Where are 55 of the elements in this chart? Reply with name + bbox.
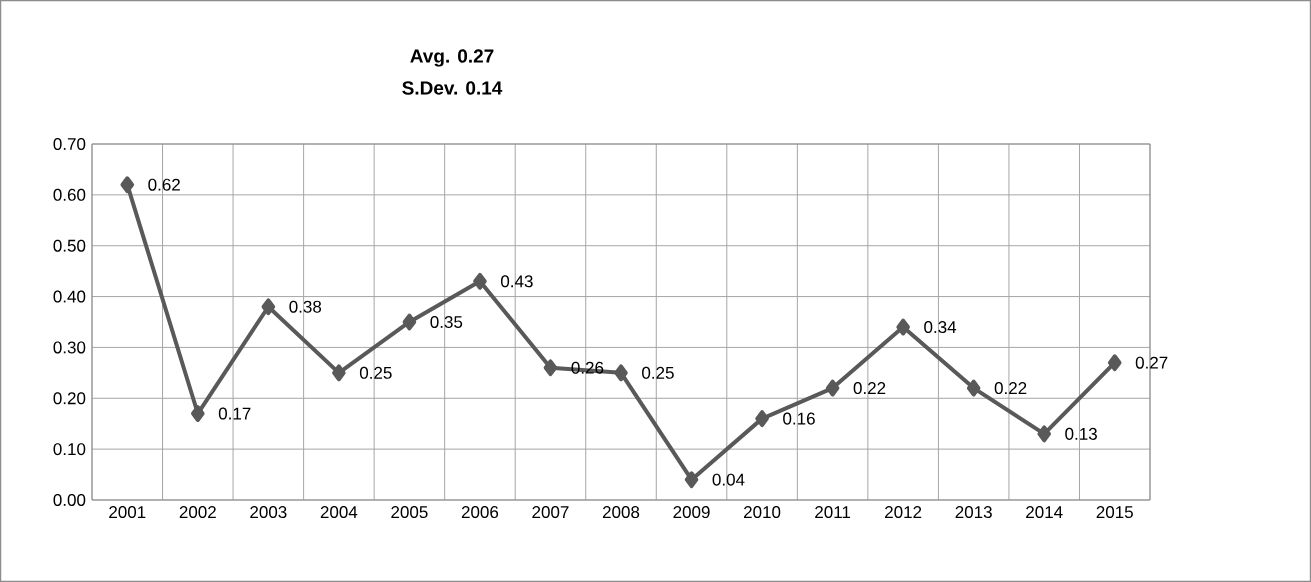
y-tick-label: 0.40 — [53, 290, 86, 303]
point — [1107, 354, 1122, 372]
x-tick-label: 2003 — [250, 506, 287, 519]
point — [261, 298, 276, 316]
data-label: 0.04 — [712, 473, 745, 486]
data-label: 0.26 — [571, 361, 604, 374]
x-tick-label: 2012 — [885, 506, 922, 519]
text: Avg. 0.27 — [410, 49, 494, 67]
point — [473, 272, 487, 290]
data-label: 0.16 — [783, 412, 815, 425]
point — [825, 379, 840, 397]
data-label: 0.13 — [1065, 427, 1097, 440]
point — [120, 176, 135, 194]
y-tick-label: 0.00 — [53, 493, 86, 506]
point — [896, 318, 910, 336]
data-label: 0.22 — [853, 382, 886, 395]
x-tick-label: 2002 — [179, 506, 216, 519]
data-label: 0.17 — [218, 407, 251, 420]
data-label: 0.27 — [1135, 356, 1168, 369]
data-label: 0.34 — [924, 321, 957, 334]
point — [684, 471, 699, 489]
data-label: 0.25 — [359, 366, 392, 379]
y-tick-label: 0.70 — [53, 138, 86, 151]
point — [755, 410, 769, 428]
x-tick-label: 2013 — [955, 506, 992, 519]
point — [402, 313, 417, 331]
y-tick-label: 0.30 — [53, 341, 86, 354]
point — [191, 405, 205, 422]
data-label: 0.43 — [501, 275, 533, 288]
point — [966, 379, 981, 397]
x-tick-label: 2001 — [109, 506, 146, 519]
x-tick-label: 2007 — [532, 506, 569, 519]
x-tick-label: 2011 — [815, 506, 851, 519]
text: S.Dev. 0.14 — [402, 81, 503, 95]
x-tick-label: 2015 — [1096, 506, 1133, 519]
x-tick-label: 2009 — [673, 506, 710, 519]
x-tick-label: 2004 — [320, 506, 358, 519]
point — [614, 364, 628, 382]
y-tick-label: 0.60 — [53, 188, 86, 201]
y-tick-label: 0.20 — [53, 392, 86, 405]
data-label: 0.35 — [430, 315, 463, 328]
point — [332, 364, 346, 382]
x-tick-label: 2010 — [744, 506, 781, 519]
point — [1037, 425, 1052, 443]
y-tick-label: 0.10 — [53, 443, 86, 456]
point — [543, 359, 558, 377]
data-label: 0.22 — [994, 382, 1027, 395]
x-tick-label: 2006 — [461, 506, 499, 519]
data-label: 0.38 — [289, 300, 322, 313]
y-tick-label: 0.50 — [53, 239, 86, 252]
data-label: 0.25 — [642, 366, 674, 379]
x-tick-label: 2008 — [602, 506, 640, 519]
data-label: 0.62 — [148, 178, 180, 191]
x-tick-label: 2005 — [391, 506, 428, 519]
x-tick-label: 2014 — [1026, 506, 1063, 519]
